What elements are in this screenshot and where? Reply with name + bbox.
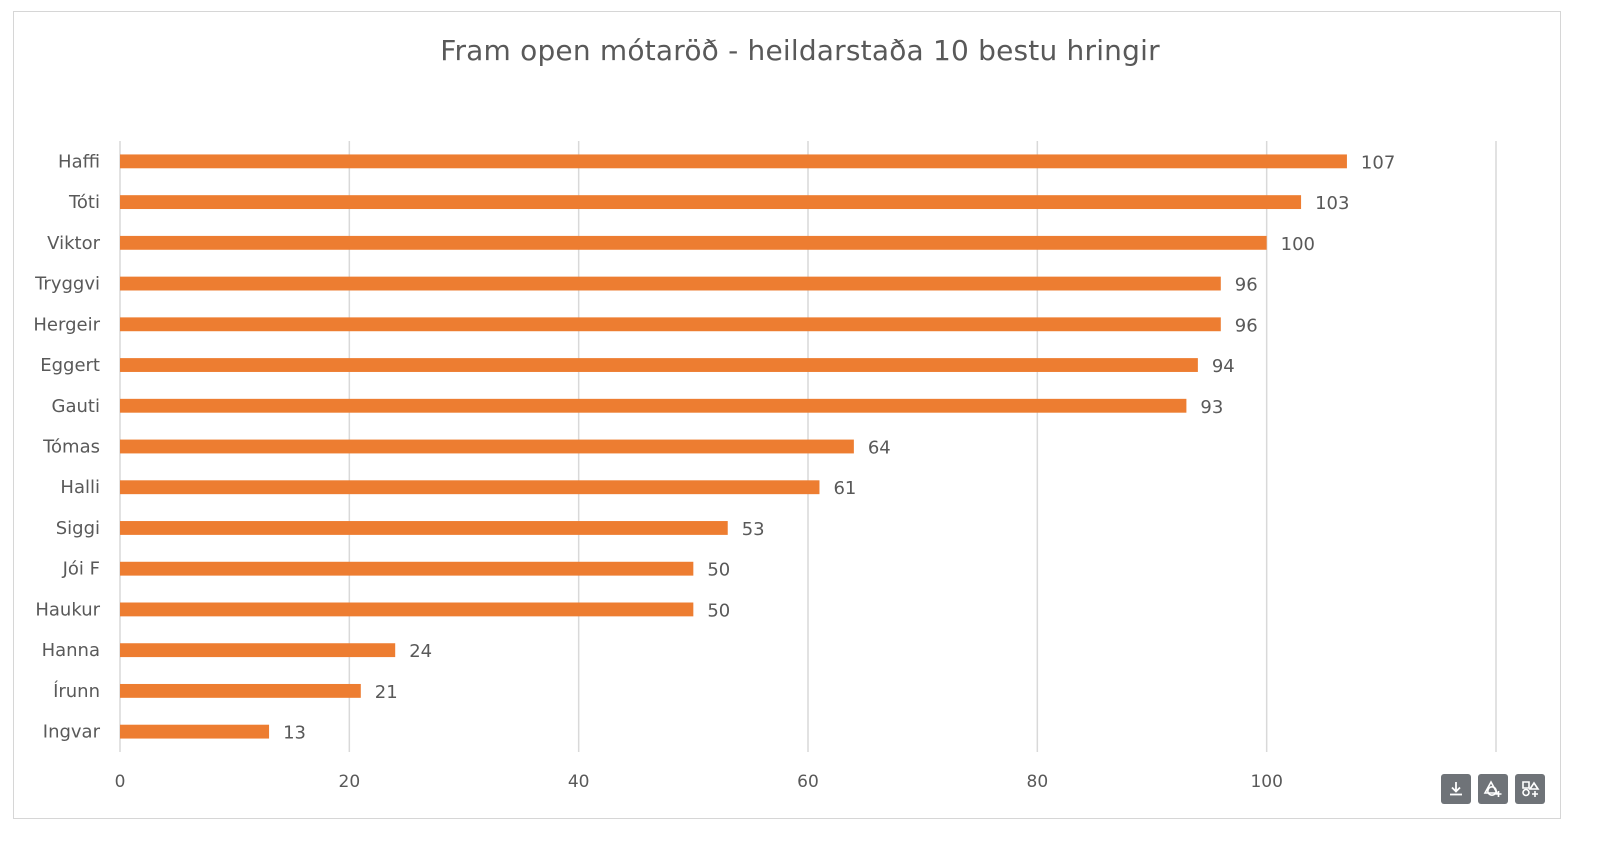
data-label: 50 [707, 560, 730, 581]
category-label: Viktor [47, 233, 100, 254]
category-label: Tóti [68, 192, 100, 213]
category-label: Haukur [35, 599, 100, 620]
bar[interactable] [120, 358, 1198, 372]
data-label: 53 [742, 519, 765, 540]
data-label: 21 [375, 682, 398, 703]
bar[interactable] [120, 480, 820, 495]
category-label: Haffi [58, 151, 100, 172]
data-label: 61 [833, 478, 856, 499]
chart-title: Fram open mótaröð - heildarstaða 10 best… [440, 34, 1160, 67]
add-shape-icon [1483, 780, 1502, 797]
bar[interactable] [120, 195, 1302, 210]
download-icon [1450, 782, 1462, 796]
bar[interactable] [120, 276, 1221, 291]
category-label: Gauti [52, 396, 100, 417]
x-tick-label: 80 [1027, 772, 1049, 792]
bar[interactable] [120, 643, 396, 658]
data-label: 96 [1235, 275, 1258, 296]
bar[interactable] [120, 398, 1187, 413]
add-chart-icon [1522, 781, 1540, 797]
x-tick-label: 20 [339, 772, 361, 792]
category-label: Ingvar [43, 722, 101, 743]
bar[interactable] [120, 521, 728, 535]
bar[interactable] [120, 439, 854, 454]
data-label: 93 [1200, 397, 1223, 418]
data-label: 24 [409, 641, 432, 662]
bar[interactable] [120, 602, 694, 617]
bar[interactable] [120, 683, 361, 698]
category-label: Halli [60, 477, 100, 498]
data-label: 64 [868, 438, 891, 459]
bar[interactable] [120, 235, 1267, 250]
bar[interactable] [120, 317, 1221, 332]
x-tick-label: 100 [1250, 772, 1282, 792]
category-label: Tryggvi [34, 274, 100, 295]
bar[interactable] [120, 154, 1347, 169]
x-tick-label: 40 [568, 772, 590, 792]
category-label: Eggert [40, 355, 100, 376]
bar[interactable] [120, 724, 270, 739]
data-label: 50 [707, 600, 730, 621]
category-label: Hanna [42, 640, 100, 661]
category-label: Siggi [56, 518, 100, 539]
chart-toolbar [1441, 774, 1545, 804]
bar[interactable] [120, 561, 694, 576]
category-label: Jói F [62, 559, 100, 580]
add-shape-button[interactable] [1478, 774, 1508, 804]
data-label: 103 [1315, 193, 1349, 214]
download-button[interactable] [1441, 774, 1471, 804]
add-chart-button[interactable] [1515, 774, 1545, 804]
data-label: 96 [1235, 315, 1258, 336]
x-tick-label: 60 [797, 772, 819, 792]
category-label: Hergeir [33, 314, 100, 335]
category-label: Tómas [42, 437, 100, 458]
x-tick-label: 0 [115, 772, 126, 792]
data-label: 100 [1281, 234, 1315, 255]
data-label: 13 [283, 723, 306, 744]
data-label: 94 [1212, 356, 1235, 377]
category-label: Írunn [53, 680, 100, 702]
data-label: 107 [1361, 152, 1395, 173]
